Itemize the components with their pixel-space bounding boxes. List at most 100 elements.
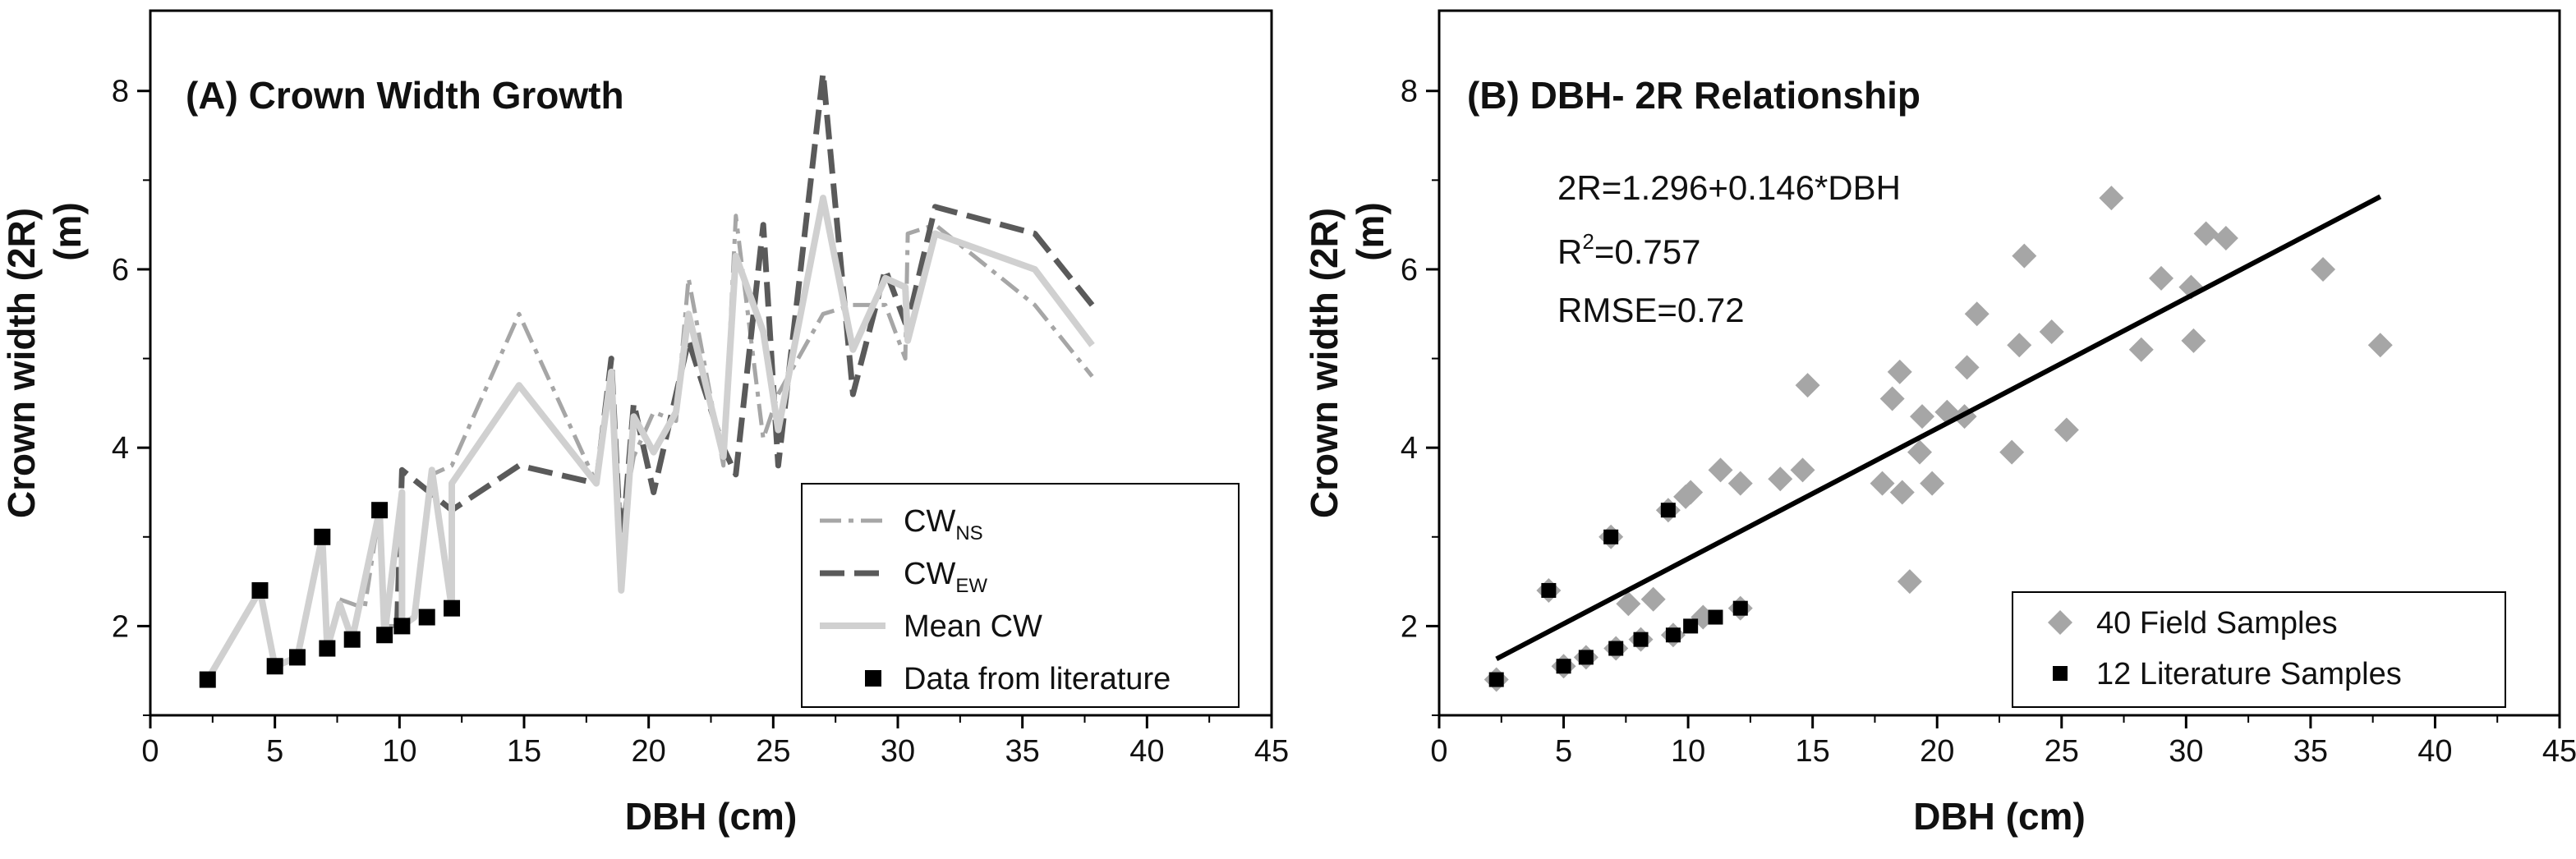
literature-sample-point	[1665, 627, 1681, 643]
y-tick-label: 8	[1401, 75, 1418, 109]
field-sample-point	[1879, 386, 1905, 411]
regression-line	[1495, 194, 2382, 662]
x-tick-label: 0	[141, 734, 159, 769]
legend-subscript: EW	[955, 575, 987, 597]
field-sample-point	[1640, 586, 1666, 612]
field-sample-point	[2128, 337, 2154, 362]
literature-sample-point	[1488, 672, 1504, 687]
field-sample-point	[1907, 439, 1933, 465]
legend-label-cw-ns: CWNS	[904, 504, 983, 544]
x-tick-label: 10	[382, 734, 416, 769]
field-sample-point	[1727, 471, 1753, 496]
x-tick-label: 45	[2542, 734, 2576, 769]
regression-equation: 2R=1.296+0.146*DBH	[1557, 168, 1901, 207]
x-tick-label: 5	[1555, 734, 1572, 769]
legend-box	[2012, 591, 2506, 708]
legend-subscript: NS	[955, 522, 982, 544]
field-sample-point	[1678, 480, 1704, 505]
x-tick-label: 25	[756, 734, 790, 769]
field-sample-point	[1795, 373, 1820, 398]
legend-swatch-field-samples	[2048, 610, 2072, 635]
x-tick-label: 35	[1005, 734, 1040, 769]
literature-sample-point	[1732, 600, 1748, 616]
x-tick-label: 45	[1254, 734, 1289, 769]
x-tick-label: 10	[1671, 734, 1705, 769]
literature-data-point	[288, 649, 306, 666]
x-tick-label: 20	[632, 734, 666, 769]
literature-data-point	[343, 631, 361, 648]
panel-b-dbh-2r-relationship: 0 5 10 15 20 25 30 35 40 45 2 4 6 8 DBH (cm) Crown widt…	[1303, 9, 2576, 838]
field-sample-point	[1870, 471, 1895, 496]
field-sample-point	[1790, 457, 1815, 483]
x-tick-label: 20	[1920, 734, 1954, 769]
field-sample-point	[2193, 221, 2219, 246]
literature-data-point	[393, 618, 411, 635]
field-sample-point	[1897, 569, 1922, 595]
field-sample-point	[1920, 471, 1945, 496]
rmse-label: RMSE=0.72	[1557, 291, 1745, 329]
field-sample-point	[1887, 359, 1912, 384]
literature-sample-point	[1660, 503, 1676, 518]
field-sample-point	[2149, 265, 2174, 291]
field-sample-point	[2181, 328, 2206, 353]
y-tick-label: 6	[1401, 253, 1418, 287]
literature-data-point	[376, 627, 393, 644]
field-sample-point	[1768, 466, 1793, 492]
x-tick-label: 40	[2417, 734, 2452, 769]
x-axis-label: DBH (cm)	[1913, 795, 2086, 838]
literature-data-point	[444, 599, 461, 617]
y-axis-unit-label: (m)	[46, 202, 89, 261]
legend-label-literature-samples: 12 Literature Samples	[2096, 657, 2402, 691]
literature-sample-point	[1633, 632, 1649, 647]
panel-a-crown-width-growth: 0 5 10 15 20 25 30 35 40 45 2 4 6 8 DBH (cm) Crown widt…	[0, 9, 1289, 838]
literature-data-point	[266, 658, 283, 675]
literature-data-point	[314, 528, 331, 545]
field-sample-point	[2012, 243, 2037, 269]
panel-title: (B) DBH- 2R Relationship	[1467, 74, 1920, 117]
x-tick-label: 30	[881, 734, 915, 769]
r-squared-value: =0.757	[1594, 232, 1701, 271]
field-sample-point	[2213, 225, 2238, 250]
literature-sample-point	[1556, 659, 1571, 674]
literature-data-point	[319, 640, 336, 657]
literature-data-point	[371, 502, 389, 519]
field-sample-point	[2054, 417, 2079, 443]
y-tick-label: 8	[112, 75, 129, 109]
y-axis-label: Crown width (2R)	[0, 208, 43, 518]
field-sample-point	[2099, 186, 2124, 211]
x-tick-label: 5	[266, 734, 283, 769]
field-sample-point	[2311, 256, 2336, 282]
y-axis-label: Crown width (2R)	[1303, 208, 1346, 518]
field-sample-point	[1954, 355, 1980, 380]
literature-sample-point	[1708, 609, 1723, 625]
legend-swatch-literature-samples	[2053, 666, 2068, 681]
literature-data-point	[199, 671, 216, 688]
literature-data-point	[418, 609, 435, 626]
field-sample-point	[1964, 301, 1990, 327]
x-tick-label: 30	[2169, 734, 2203, 769]
field-sample-point	[1999, 439, 2025, 465]
field-sample-point	[2007, 333, 2032, 358]
legend-swatch-data-from-literature	[865, 670, 881, 687]
literature-data-point	[251, 581, 269, 599]
field-sample-point	[2367, 333, 2393, 358]
legend: 40 Field Samples 12 Literature Samples	[2012, 591, 2506, 708]
literature-sample-point	[1603, 529, 1619, 544]
r-squared-label: R2=0.757	[1557, 229, 1700, 271]
field-sample-point	[1708, 457, 1733, 483]
legend-label-field-samples: 40 Field Samples	[2096, 606, 2338, 641]
field-sample-point	[2039, 319, 2064, 344]
x-axis-label: DBH (cm)	[625, 795, 798, 838]
r-squared-superscript: 2	[1582, 229, 1594, 254]
literature-sample-point	[1578, 650, 1594, 665]
y-axis-unit-label: (m)	[1349, 202, 1392, 261]
literature-sample-point	[1683, 618, 1699, 634]
x-tick-label: 35	[2293, 734, 2328, 769]
field-sample-point	[1910, 404, 1935, 430]
legend-label-data-from-literature: Data from literature	[904, 662, 1171, 696]
series-line-mean-cw	[205, 195, 1095, 682]
x-tick-label: 40	[1129, 734, 1164, 769]
literature-sample-point	[1541, 582, 1557, 598]
